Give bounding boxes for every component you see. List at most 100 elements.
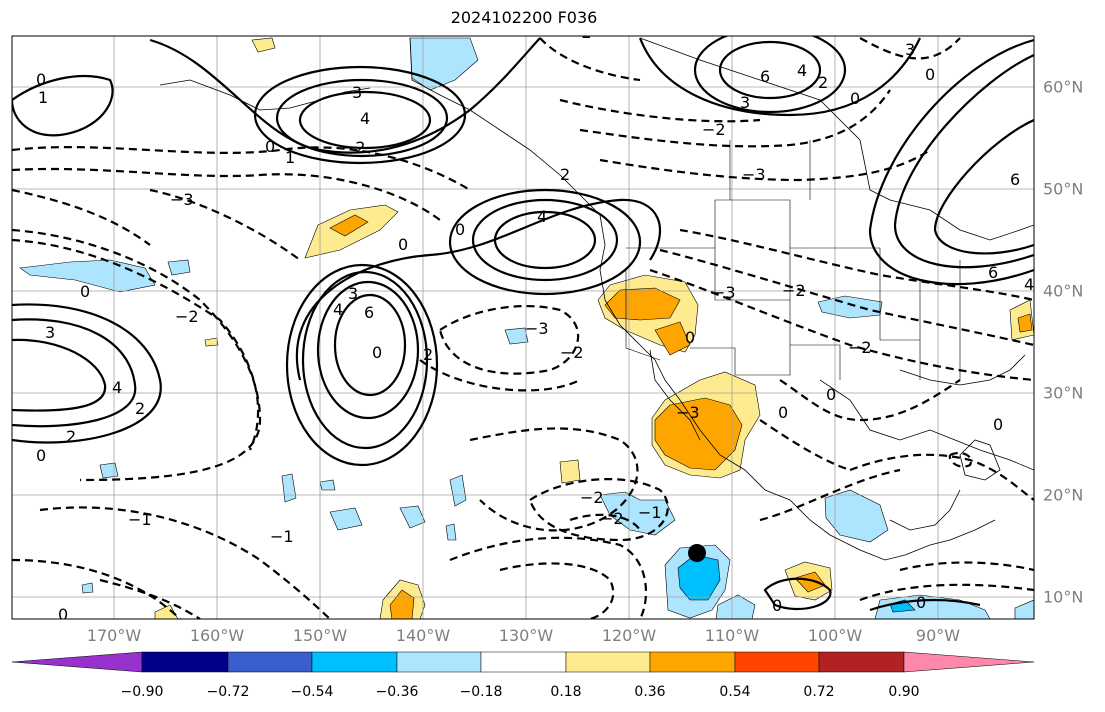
contour-label: −3 — [676, 403, 700, 422]
shade-orange-mexico — [654, 397, 743, 471]
colorbar-tick: −0.36 — [375, 684, 419, 700]
contour-label: 1 — [38, 88, 48, 107]
shade-blue-alaska — [409, 37, 479, 91]
lat-label: 30°N — [1043, 383, 1084, 403]
contour-label: 6 — [760, 67, 770, 86]
location-marker — [688, 544, 706, 562]
colorbar-tick: −0.54 — [290, 684, 334, 700]
shade-blue-plains — [817, 295, 883, 319]
contour-label: 0 — [850, 89, 860, 108]
lat-label: 40°N — [1043, 281, 1084, 301]
contour-label: 0 — [925, 65, 935, 84]
lon-label: 160°W — [189, 626, 245, 645]
colorbar-segment — [734, 651, 820, 673]
contour-label: 2 — [423, 345, 433, 364]
contour-label: 4 — [797, 61, 807, 80]
contour-label: −2 — [580, 488, 604, 507]
shaded-areas — [19, 37, 1034, 619]
lat-label: 10°N — [1043, 587, 1084, 607]
contour-label: 0 — [826, 385, 836, 404]
lon-label: 170°W — [86, 626, 142, 645]
map-frame — [11, 35, 1035, 620]
contour-label: −3 — [525, 319, 549, 338]
contour-label: 6 — [1010, 170, 1020, 189]
contour-label: 2 — [818, 73, 828, 92]
contour-label: 3 — [352, 83, 362, 102]
lon-label: 100°W — [807, 626, 863, 645]
contour-label: −3 — [712, 283, 736, 302]
contour-labels: 0 1 3 4 −2 0 1 −3 0 0 4 2 0 −2 3 4 2 2 0… — [36, 36, 1034, 624]
contour-label: 3 — [45, 323, 55, 342]
contour-label: −3 — [170, 190, 194, 209]
contour-label: −1 — [128, 510, 152, 529]
dashed-contours — [12, 37, 1034, 619]
colorbar-segment — [818, 651, 905, 673]
lon-label: 90°W — [915, 626, 961, 645]
contour-label: 2 — [66, 427, 76, 446]
contour-label: 0 — [778, 403, 788, 422]
shade-blue-gulf — [824, 489, 889, 543]
contour-label: −2 — [702, 120, 726, 139]
colorbar-tick: 0.36 — [634, 684, 666, 700]
colorbar-tick: −0.90 — [120, 684, 164, 700]
shade-blue-west — [19, 259, 156, 293]
colorbar-segment — [396, 651, 482, 673]
colorbar — [11, 651, 1035, 673]
coastlines — [159, 37, 1034, 561]
map-title: 2024102200 F036 — [450, 8, 598, 27]
graticule — [12, 36, 1034, 619]
lat-label: 60°N — [1043, 77, 1084, 97]
contour-label: 0 — [36, 446, 46, 465]
lat-label: 50°N — [1043, 179, 1084, 199]
map-field: 0 1 3 4 −2 0 1 −3 0 0 4 2 0 −2 3 4 2 2 0… — [12, 36, 1034, 624]
contour-label: 0 — [685, 328, 695, 347]
state-borders — [625, 140, 961, 380]
lon-label: 110°W — [704, 626, 760, 645]
colorbar-tick: 0.90 — [888, 684, 920, 700]
solid-contours — [12, 36, 1034, 612]
contour-label: 4 — [333, 300, 343, 319]
colorbar-segment — [480, 651, 567, 673]
colorbar-segment — [649, 651, 736, 673]
contour-label: 4 — [360, 109, 370, 128]
contour-label: 3 — [348, 284, 358, 303]
contour-label: 0 — [398, 235, 408, 254]
colorbar-segment — [141, 651, 229, 673]
contour-label: 0 — [80, 282, 90, 301]
colorbar-tick: 0.72 — [803, 684, 835, 700]
contour-label: 0 — [58, 605, 68, 624]
lat-label: 20°N — [1043, 485, 1084, 505]
contour-label: 0 — [916, 593, 926, 612]
colorbar-tick: −0.18 — [459, 684, 503, 700]
contour-label: −1 — [638, 503, 662, 522]
colorbar-tick: 0.18 — [550, 684, 582, 700]
contour-label: 2 — [135, 399, 145, 418]
colorbar-segment — [227, 651, 313, 673]
contour-label: 4 — [537, 207, 547, 226]
colorbar-arrow-high — [903, 651, 1035, 673]
contour-label: 0 — [455, 220, 465, 239]
contour-label: 4 — [112, 378, 122, 397]
colorbar-arrow-low — [11, 651, 143, 673]
contour-label: −2 — [175, 307, 199, 326]
contour-label: 0 — [993, 415, 1003, 434]
contour-label: 0 — [772, 596, 782, 615]
lon-label: 140°W — [395, 626, 451, 645]
contour-label: 1 — [285, 148, 295, 167]
contour-label: −1 — [270, 527, 294, 546]
contour-label: −2 — [600, 509, 624, 528]
contour-label: 2 — [560, 165, 570, 184]
colorbar-segment — [311, 651, 398, 673]
contour-label: −2 — [848, 338, 872, 357]
lon-label: 130°W — [498, 626, 554, 645]
shade-yellow-small — [251, 37, 276, 53]
colorbar-segment — [565, 651, 651, 673]
contour-label: 3 — [740, 93, 750, 112]
contour-label: 3 — [905, 40, 915, 59]
contour-label: 6 — [988, 263, 998, 282]
contour-label: 6 — [364, 303, 374, 322]
contour-label: 0 — [36, 70, 46, 89]
contour-label: −3 — [742, 165, 766, 184]
lon-label: 150°W — [292, 626, 348, 645]
